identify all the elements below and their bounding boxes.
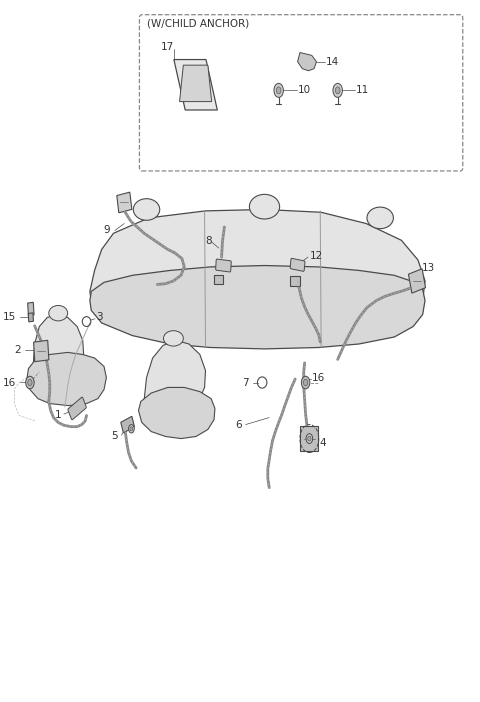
Polygon shape xyxy=(90,209,425,337)
Text: 17: 17 xyxy=(161,42,174,52)
Text: 16: 16 xyxy=(2,378,16,388)
Circle shape xyxy=(333,84,342,98)
Circle shape xyxy=(306,434,312,444)
Polygon shape xyxy=(298,53,316,71)
Bar xyxy=(28,313,34,322)
FancyBboxPatch shape xyxy=(408,269,426,293)
Ellipse shape xyxy=(367,207,394,229)
Polygon shape xyxy=(144,340,205,414)
Bar xyxy=(214,274,224,284)
Text: 4: 4 xyxy=(320,439,326,449)
Circle shape xyxy=(303,379,308,385)
Bar xyxy=(290,276,300,286)
Circle shape xyxy=(130,427,133,431)
Circle shape xyxy=(301,376,310,389)
Polygon shape xyxy=(33,314,84,383)
Text: 2: 2 xyxy=(14,345,21,355)
Bar xyxy=(28,303,34,316)
Text: 3: 3 xyxy=(96,312,103,322)
Circle shape xyxy=(276,87,281,94)
Circle shape xyxy=(274,84,283,98)
Text: 15: 15 xyxy=(2,312,16,322)
Ellipse shape xyxy=(49,305,68,321)
Text: 6: 6 xyxy=(236,420,242,430)
FancyBboxPatch shape xyxy=(34,340,49,362)
Text: 16: 16 xyxy=(312,373,325,383)
Circle shape xyxy=(308,436,311,441)
Text: 1: 1 xyxy=(55,411,61,420)
FancyBboxPatch shape xyxy=(290,258,305,271)
Circle shape xyxy=(25,376,34,389)
Circle shape xyxy=(28,379,32,385)
Text: 5: 5 xyxy=(111,432,118,442)
Text: 9: 9 xyxy=(104,225,110,235)
Ellipse shape xyxy=(250,194,280,219)
Text: 14: 14 xyxy=(326,57,339,67)
FancyBboxPatch shape xyxy=(216,259,231,272)
Text: 10: 10 xyxy=(298,86,311,95)
Ellipse shape xyxy=(133,199,160,220)
FancyBboxPatch shape xyxy=(68,397,86,420)
Polygon shape xyxy=(90,265,425,349)
Text: (W/CHILD ANCHOR): (W/CHILD ANCHOR) xyxy=(146,18,249,28)
Polygon shape xyxy=(180,65,212,102)
Circle shape xyxy=(129,425,134,433)
Text: 13: 13 xyxy=(422,263,435,273)
FancyBboxPatch shape xyxy=(300,426,318,451)
Circle shape xyxy=(336,87,340,94)
Text: 12: 12 xyxy=(310,251,323,260)
Bar xyxy=(121,416,134,433)
Polygon shape xyxy=(27,352,107,406)
FancyBboxPatch shape xyxy=(117,192,132,213)
Polygon shape xyxy=(139,388,215,439)
Text: 11: 11 xyxy=(356,86,369,95)
Polygon shape xyxy=(174,60,217,110)
Ellipse shape xyxy=(164,331,183,346)
Text: 7: 7 xyxy=(242,378,249,388)
Text: 8: 8 xyxy=(205,236,212,246)
